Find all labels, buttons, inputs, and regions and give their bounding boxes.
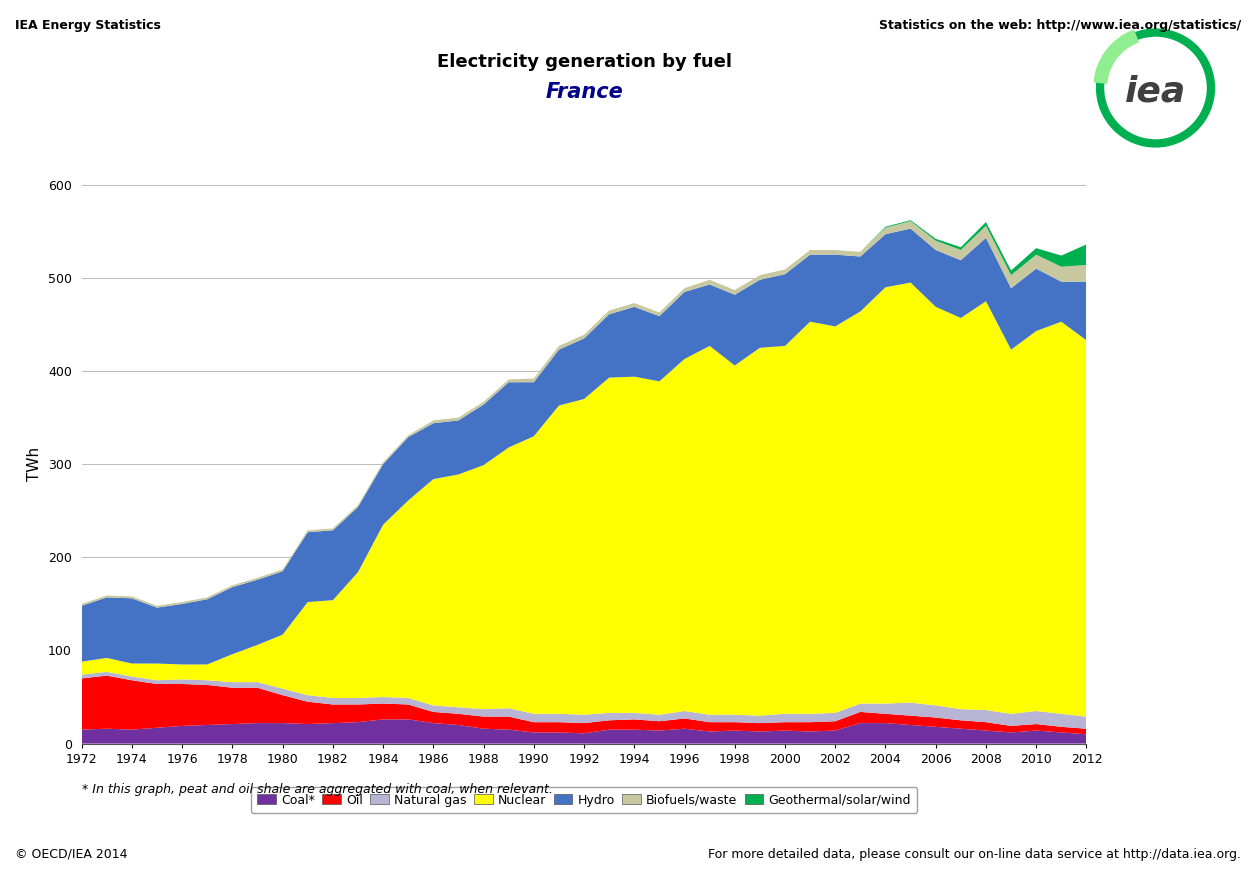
Text: Statistics on the web: http://www.iea.org/statistics/: Statistics on the web: http://www.iea.or… — [879, 19, 1241, 33]
Circle shape — [1100, 33, 1211, 143]
Text: * In this graph, peat and oil shale are aggregated with coal, when relevant.: * In this graph, peat and oil shale are … — [82, 783, 553, 796]
Text: Electricity generation by fuel: Electricity generation by fuel — [437, 53, 731, 70]
Text: For more detailed data, please consult our on-line data service at http://data.i: For more detailed data, please consult o… — [708, 847, 1241, 861]
Text: iea: iea — [1125, 74, 1186, 108]
Legend: Coal*, Oil, Natural gas, Nuclear, Hydro, Biofuels/waste, Geothermal/solar/wind: Coal*, Oil, Natural gas, Nuclear, Hydro,… — [251, 788, 917, 813]
Y-axis label: TWh: TWh — [28, 447, 43, 481]
Text: IEA Energy Statistics: IEA Energy Statistics — [15, 19, 161, 33]
Text: © OECD/IEA 2014: © OECD/IEA 2014 — [15, 847, 128, 861]
Text: France: France — [545, 83, 623, 102]
